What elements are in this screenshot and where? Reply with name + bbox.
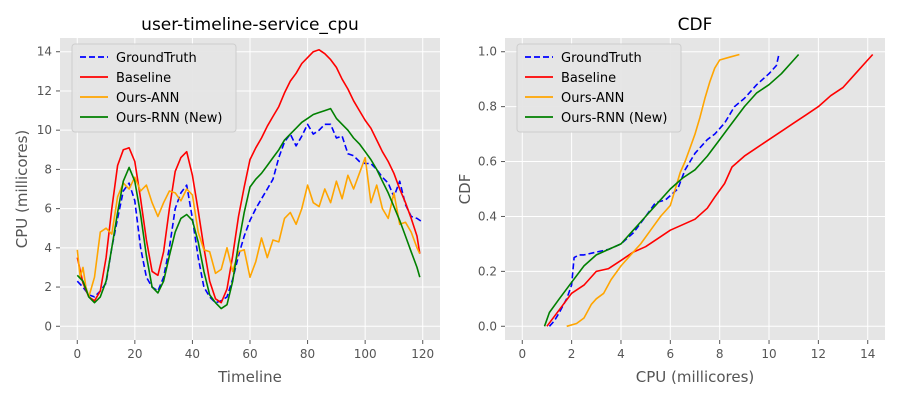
x-tick-label: 14 xyxy=(860,347,875,361)
legend-label: GroundTruth xyxy=(561,51,642,66)
y-tick-label: 0.4 xyxy=(478,209,497,223)
y-tick-label: 0 xyxy=(44,319,52,333)
y-tick-label: 8 xyxy=(44,162,52,176)
x-tick-label: 60 xyxy=(242,347,257,361)
y-tick-label: 2 xyxy=(44,280,52,294)
legend-left: GroundTruth Baseline Ours-ANN Ours-RNN (New… xyxy=(71,43,237,133)
x-tick-label: 2 xyxy=(568,347,576,361)
chart-title-left: user-timeline-service_cpu xyxy=(141,15,359,35)
legend-label: GroundTruth xyxy=(116,51,197,66)
cpu-timeline-chart: 0 20 40 60 80 100 120 0 2 4 6 8 10 12 14 user-timeline… xyxy=(13,15,440,386)
x-tick-label: 100 xyxy=(354,347,377,361)
legend-label: Ours-ANN xyxy=(561,91,624,106)
y-tick-label: 14 xyxy=(37,45,52,59)
x-tick-label: 120 xyxy=(411,347,434,361)
y-tick-label: 0.0 xyxy=(478,319,497,333)
y-tick-label: 0.6 xyxy=(478,155,497,169)
cdf-chart: 0 2 4 6 8 10 12 14 0.0 0.2 0.4 0.6 0.8 1.0 CDF CPU (m… xyxy=(456,15,885,386)
x-tick-label: 20 xyxy=(127,347,142,361)
series-line-ours-rnn-new xyxy=(543,53,800,327)
x-tick-label: 80 xyxy=(300,347,315,361)
y-tick-label: 12 xyxy=(37,84,52,98)
series-line-ours-rnn-new xyxy=(76,107,421,310)
legend-box xyxy=(71,43,237,133)
x-tick-label: 10 xyxy=(761,347,776,361)
legend-label: Ours-RNN (New) xyxy=(116,111,222,126)
x-tick-label: 40 xyxy=(185,347,200,361)
x-tick-label: 4 xyxy=(617,347,625,361)
chart-title-right: CDF xyxy=(678,15,713,35)
y-axis-label-left: CPU (millicores) xyxy=(13,130,31,249)
series-line-ours-ann xyxy=(566,53,740,328)
y-tick-label: 1.0 xyxy=(478,45,497,59)
series-line-ours-ann xyxy=(76,156,421,298)
legend-label: Ours-ANN xyxy=(116,91,179,106)
series-right xyxy=(543,53,874,328)
y-tick-label: 10 xyxy=(37,123,52,137)
x-tick-label: 0 xyxy=(518,347,526,361)
series-line-baseline xyxy=(546,53,874,327)
series-left xyxy=(76,48,424,310)
x-tick-label: 12 xyxy=(811,347,826,361)
series-line-groundtruth xyxy=(548,54,780,327)
x-tick-label: 6 xyxy=(667,347,675,361)
legend-label: Ours-RNN (New) xyxy=(561,111,667,126)
legend-label: Baseline xyxy=(116,71,171,86)
legend-label: Baseline xyxy=(561,71,616,86)
legend-box xyxy=(516,43,682,133)
y-axis-label-right: CDF xyxy=(456,174,474,205)
x-axis-label-right: CPU (millicores) xyxy=(636,368,755,386)
x-tick-label: 0 xyxy=(73,347,81,361)
series-line-baseline xyxy=(76,48,421,304)
y-tick-label: 0.8 xyxy=(478,100,497,114)
y-tick-label: 6 xyxy=(44,202,52,216)
ticks-right: 0 2 4 6 8 10 12 14 0.0 0.2 0.4 0.6 0.8 1.0 xyxy=(478,45,875,361)
y-tick-label: 0.2 xyxy=(478,264,497,278)
y-tick-label: 4 xyxy=(44,241,52,255)
x-axis-label-left: Timeline xyxy=(217,368,282,386)
x-tick-label: 8 xyxy=(716,347,724,361)
legend-right: GroundTruth Baseline Ours-ANN Ours-RNN (New… xyxy=(516,43,682,133)
ticks-left: 0 20 40 60 80 100 120 0 2 4 6 8 10 12 14 xyxy=(37,45,434,361)
